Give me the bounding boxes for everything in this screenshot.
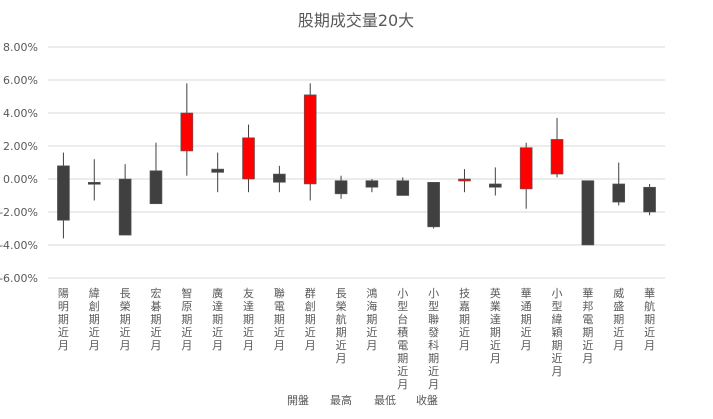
candle-14 (489, 167, 502, 196)
x-tick-label-18: 威盛期近月 (613, 287, 624, 352)
candle-0 (57, 152, 70, 239)
candle-body-18 (612, 183, 626, 203)
candle-body-8 (303, 94, 317, 185)
candle-body-3 (149, 170, 163, 205)
candle-body-13 (458, 178, 471, 182)
candle-3 (149, 142, 163, 205)
legend: 開盤 最高 最低 收盤 (287, 393, 438, 407)
legend-item-1: 最高 (330, 393, 352, 407)
candle-1 (87, 159, 101, 201)
candle-17 (581, 180, 595, 246)
candle-body-0 (57, 165, 70, 221)
y-tick-label-2: 4.00% (3, 107, 38, 120)
candle-5 (211, 152, 224, 193)
candle-13 (458, 169, 471, 193)
x-tick-label-7: 聯電期近月 (274, 287, 285, 352)
y-tick-label-7: -6.00% (0, 272, 38, 285)
candle-body-6 (242, 137, 255, 180)
candle-11 (396, 177, 410, 196)
x-tick-label-3: 宏碁期近月 (150, 286, 161, 352)
candle-12 (427, 182, 440, 229)
gridlines (48, 46, 665, 279)
x-tick-label-11: 小型台積電期近月 (397, 287, 408, 391)
x-tick-label-8: 群創期近月 (305, 286, 316, 352)
candle-body-1 (87, 182, 101, 185)
candle-body-12 (427, 182, 440, 228)
y-tick-label-6: -4.00% (0, 239, 38, 252)
candle-19 (643, 183, 656, 216)
candle-10 (365, 179, 379, 193)
candle-body-9 (334, 180, 348, 195)
candle-9 (334, 175, 348, 199)
x-axis: 陽明期近月 緯創期近月 長榮期近月 宏碁期近月 智原期近月 廣達期近月 友達期近月 聯電期近月… (58, 286, 655, 391)
y-tick-label-3: 2.00% (3, 140, 38, 153)
x-tick-label-10: 鴻海期近月 (366, 286, 377, 352)
legend-item-2: 最低 (374, 394, 396, 407)
legend-item-0: 開盤 (287, 394, 309, 407)
candle-body-19 (643, 186, 656, 213)
x-tick-label-6: 友達期近月 (243, 286, 254, 352)
candle-2 (118, 164, 132, 236)
y-tick-label-4: 0.00% (3, 173, 38, 186)
candle-15 (519, 142, 533, 209)
candle-body-10 (365, 180, 379, 188)
candle-6 (242, 124, 255, 193)
x-tick-label-13: 技嘉期近月 (459, 287, 470, 352)
candle-body-7 (273, 173, 286, 183)
y-tick-label-0: 8.00% (3, 41, 38, 54)
x-tick-label-12: 小型聯發科期近月 (428, 287, 439, 391)
candle-8 (303, 83, 317, 201)
y-tick-label-5: -2.00% (0, 206, 38, 219)
candle-body-16 (550, 139, 564, 175)
x-tick-label-14: 英業達期近月 (490, 286, 501, 365)
candle-body-11 (396, 180, 410, 196)
candle-body-4 (180, 112, 194, 152)
x-tick-label-1: 緯創期近月 (89, 286, 100, 352)
candle-body-2 (118, 178, 132, 236)
x-tick-label-4: 智原期近月 (181, 286, 192, 352)
candle-16 (550, 117, 564, 178)
candle-18 (612, 162, 626, 206)
x-tick-label-9: 長榮航期近月 (336, 287, 347, 365)
legend-item-3: 收盤 (416, 393, 438, 407)
candle-body-14 (489, 183, 502, 188)
candle-7 (273, 165, 286, 193)
chart-title: 股期成交量20大 (298, 11, 414, 30)
x-tick-label-15: 華通期近月 (521, 287, 532, 352)
candle-body-17 (581, 180, 595, 246)
x-tick-label-5: 廣達期近月 (212, 286, 223, 352)
x-tick-label-0: 陽明期近月 (58, 287, 69, 352)
x-tick-label-2: 長榮期近月 (120, 287, 131, 352)
candle-body-5 (211, 168, 224, 173)
x-tick-label-17: 華邦電期近月 (582, 287, 593, 365)
x-tick-label-19: 華航期近月 (644, 287, 655, 352)
candle-4 (180, 83, 194, 176)
y-axis: 8.00% 6.00% 4.00% 2.00% 0.00% -2.00% -4.00% -6.… (0, 41, 38, 285)
candle-body-15 (519, 147, 533, 190)
x-tick-label-16: 小型緯穎期近月 (552, 287, 563, 378)
candles (57, 83, 656, 246)
y-tick-label-1: 6.00% (3, 74, 38, 87)
